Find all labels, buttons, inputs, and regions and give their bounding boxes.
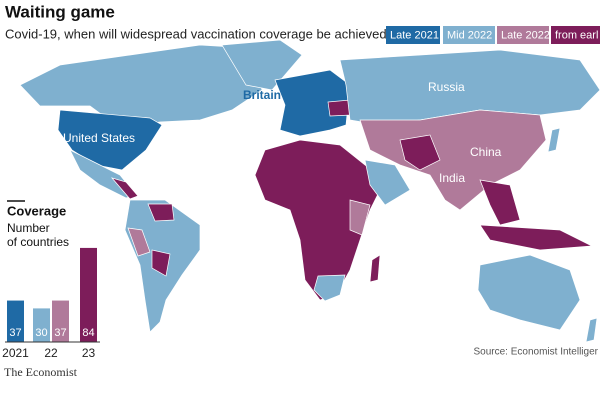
europe xyxy=(274,69,351,137)
bar xyxy=(52,300,69,342)
title: Waiting game xyxy=(5,2,115,21)
legend-label: Late 2022 xyxy=(501,29,550,41)
bolivia xyxy=(151,249,171,277)
legend-label: Mid 2022 xyxy=(447,29,492,41)
legend-swatch xyxy=(551,26,600,44)
bar-value-label: 30 xyxy=(35,327,47,339)
arabia xyxy=(364,159,411,206)
map-label: India xyxy=(439,171,465,185)
inset-bars: 37 2021 30 37 22 84 23 xyxy=(2,247,100,360)
world-map xyxy=(19,39,600,343)
bar-value-label: 84 xyxy=(82,327,94,339)
legend-swatch xyxy=(497,26,549,44)
legend-swatch xyxy=(443,26,495,44)
east-africa xyxy=(349,199,371,236)
bar-value-label: 37 xyxy=(54,327,66,339)
usa xyxy=(57,109,163,171)
legend-label: Late 2021 xyxy=(390,29,439,41)
bar-value-label: 37 xyxy=(9,327,21,339)
source: Source: Economist Intelliger xyxy=(473,347,598,358)
south-africa xyxy=(313,274,346,302)
se-asia xyxy=(479,179,521,226)
peru xyxy=(127,227,151,257)
bar xyxy=(33,308,50,342)
bar xyxy=(80,247,97,342)
bar xyxy=(7,300,24,342)
legend-label: from earl xyxy=(555,29,598,41)
inset-title: Coverage xyxy=(7,203,66,218)
australia xyxy=(477,254,581,331)
new-zealand xyxy=(585,317,598,343)
map-labels: Britain Russia United States China India xyxy=(63,80,502,185)
x-tick-label: 2021 xyxy=(2,346,29,360)
central-america xyxy=(110,177,139,200)
venezuela xyxy=(147,203,175,222)
madagascar xyxy=(369,254,381,283)
legend: Late 2021 Mid 2022 Late 2022 from earl xyxy=(386,26,600,44)
x-tick-label: 22 xyxy=(44,346,58,360)
map-label: United States xyxy=(63,131,135,145)
map-label: Russia xyxy=(428,80,465,94)
map-label: Britain xyxy=(243,88,281,102)
pakistan xyxy=(399,134,441,171)
indonesia xyxy=(479,224,594,251)
legend-swatch xyxy=(386,26,440,44)
canada xyxy=(19,44,263,129)
subtitle: Covid-19, when will widespread vaccinati… xyxy=(5,26,394,41)
greenland xyxy=(221,39,303,91)
map-label: China xyxy=(470,145,502,159)
inset-subtitle: Number xyxy=(7,221,50,235)
logo: The Economist xyxy=(4,365,78,379)
inset-subtitle: of countries xyxy=(7,235,69,249)
japan xyxy=(547,127,561,153)
x-tick-label: 23 xyxy=(82,346,96,360)
